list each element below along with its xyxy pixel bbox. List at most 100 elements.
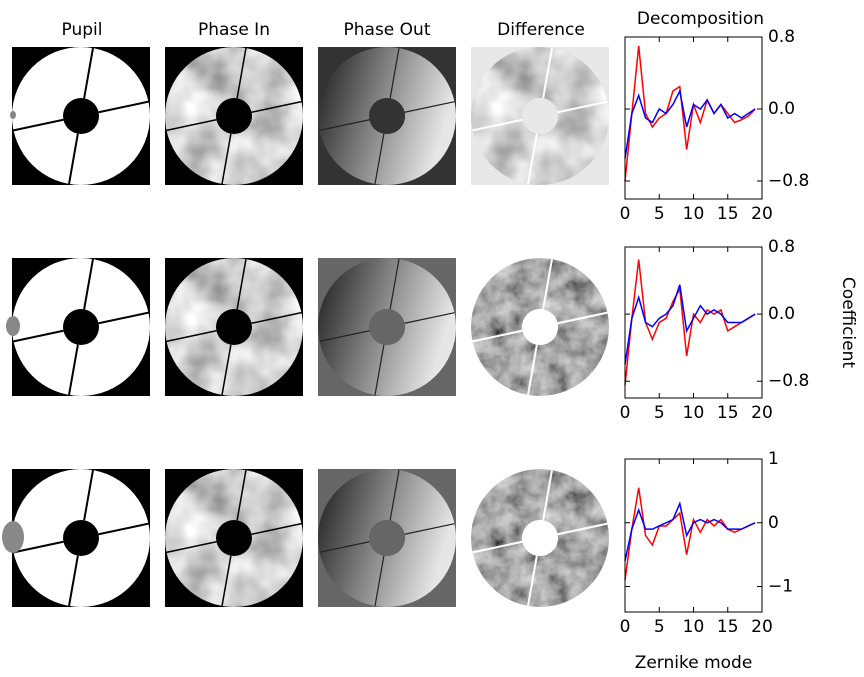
x-tick-label: 5 [654,403,665,423]
column-title: Difference [497,20,585,40]
x-tick-label: 5 [654,204,665,224]
difference-image [471,258,609,396]
spider-vane [472,540,523,554]
spider-vane [374,133,385,185]
obscuration [369,520,405,556]
data-line [624,487,756,581]
spider-vane [374,344,385,396]
obscuration [369,309,405,345]
y-tick-label: 0 [768,513,779,533]
obscuration [522,309,558,345]
x-tick-label: 0 [620,204,631,224]
spider-vane [236,258,247,310]
spider-vane [221,133,232,185]
spider-vane [221,344,232,396]
spider-vane [404,101,455,113]
phase-in-image [165,258,303,396]
pupil-obscuration [63,98,99,134]
pupil-obscuration [63,309,99,345]
obscuration [522,98,558,134]
pupil-defect [2,521,24,553]
spider-vane [542,258,553,310]
x-tick-label: 5 [654,617,665,637]
spider-vane [166,330,217,343]
x-tick-label: 0 [620,403,631,423]
data-line [624,45,756,182]
spider-vane [98,522,149,536]
spider-vane [319,541,370,553]
x-tick-label: 15 [717,204,739,224]
x-tick-label: 15 [717,617,739,637]
y-tick-label: 0.0 [768,99,795,119]
x-tick-label: 10 [683,204,705,224]
y-tick-label: −0.8 [768,171,809,191]
x-tick-label: 20 [751,403,773,423]
phase-out-image [318,258,456,396]
spider-vane [251,522,302,535]
pupil-obscuration [63,520,99,556]
spider-vane [404,312,455,324]
spider-vane [98,100,149,114]
plot-area [625,459,762,612]
spider-vane [13,540,64,554]
spider-vane [389,258,400,310]
spider-vane [83,258,94,310]
spider-vane [389,47,400,99]
x-tick-label: 15 [717,403,739,423]
x-tick-label: 20 [751,617,773,637]
pupil-image [10,47,150,185]
x-axis-label: Zernike mode [635,653,753,673]
spider-vane [83,47,94,99]
phase-out-image [318,469,456,607]
spider-vane [404,523,455,535]
x-tick-label: 20 [751,204,773,224]
spider-vane [374,555,385,607]
pupil-image [6,258,150,396]
difference-image [471,469,609,607]
spider-vane [68,344,79,396]
y-tick-label: 1 [768,449,779,469]
spider-vane [527,344,538,396]
column-title: Phase In [198,20,270,40]
spider-vane [68,555,79,607]
phase-out-image [318,47,456,185]
pupil-defect [6,316,20,336]
spider-vane [13,329,64,343]
spider-vane [472,329,523,343]
x-tick-label: 0 [620,617,631,637]
y-tick-label: −1 [768,577,793,597]
pupil-defect [10,111,16,119]
y-tick-label: 0.8 [768,27,795,47]
spider-vane [221,555,232,607]
difference-image [471,47,609,185]
data-line [624,284,756,365]
spider-vane [319,330,370,342]
spider-vane [472,118,523,132]
spider-vane [557,100,608,114]
spider-vane [236,469,247,521]
spider-vane [319,119,370,131]
y-tick-label: 0.8 [768,237,795,257]
phase-in-image [165,469,303,607]
spider-vane [98,311,149,325]
spider-vane [542,469,553,521]
spider-vane [236,47,247,99]
y-axis-label: Coefficient [838,277,858,368]
data-line [624,501,756,562]
spider-vane [166,541,217,554]
spider-vane [83,469,94,521]
spider-vane [251,311,302,324]
column-title: Pupil [62,20,103,40]
spider-vane [557,311,608,325]
spider-vane [68,133,79,185]
spider-vane [542,47,553,99]
phase-in-image [165,47,303,185]
spider-vane [251,100,302,113]
spider-vane [13,118,64,132]
spider-vane [527,133,538,185]
spider-vane [166,119,217,132]
data-line [624,88,756,159]
obscuration [522,520,558,556]
x-tick-label: 10 [683,403,705,423]
